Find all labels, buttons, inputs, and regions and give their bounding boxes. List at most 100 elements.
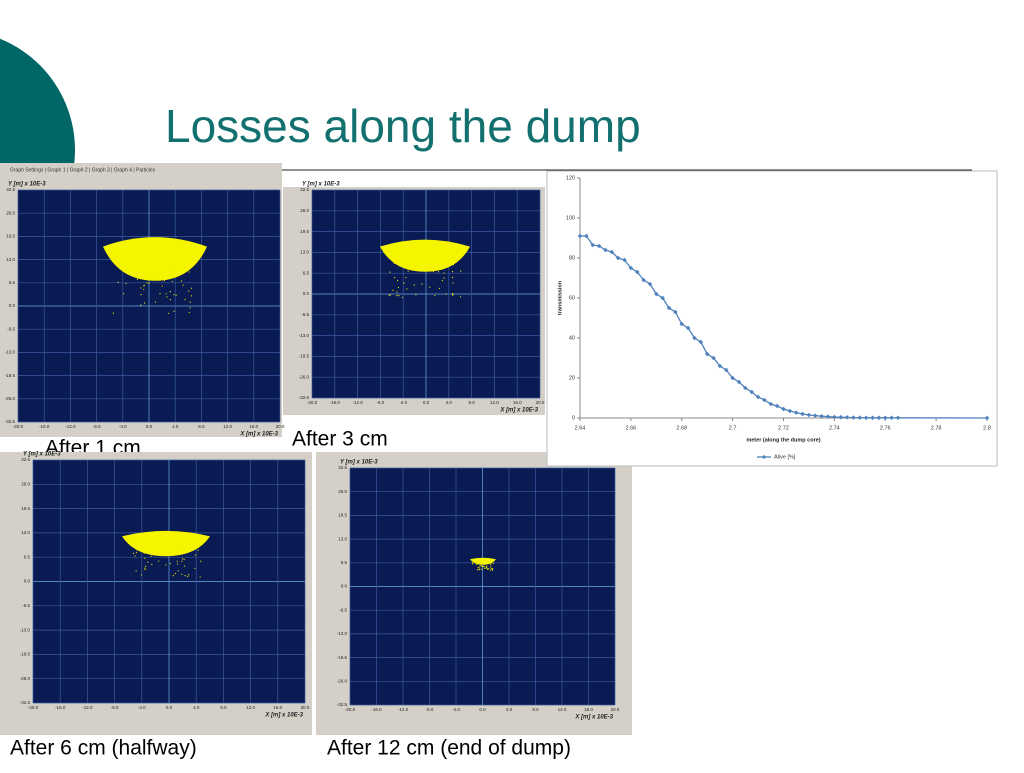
- particle-cloud: [103, 237, 207, 281]
- particle: [413, 284, 415, 286]
- slide-title: Losses along the dump: [165, 100, 641, 152]
- y-tick-label: 19.5: [300, 229, 309, 234]
- particle-cloud: [380, 239, 470, 272]
- y-tick-label: 0.0: [9, 303, 16, 308]
- y-tick-label: 13.0: [21, 530, 30, 535]
- particle: [434, 295, 436, 297]
- x-tick-label: 0.0: [166, 705, 173, 710]
- particle: [190, 295, 192, 297]
- particle: [476, 563, 478, 566]
- particle: [199, 576, 201, 578]
- particle: [174, 572, 176, 575]
- y-tick-label: -19.5: [20, 652, 31, 657]
- particle: [452, 282, 454, 284]
- y-tick-label: 20: [569, 375, 575, 381]
- y-tick-label: -32.5: [337, 702, 348, 707]
- particle: [132, 552, 135, 554]
- particle: [393, 277, 396, 279]
- particle: [475, 562, 477, 564]
- x-tick-label: -20.0: [28, 705, 39, 710]
- x-tick-label: -16.0: [39, 424, 50, 429]
- y-tick-label: -6.5: [22, 603, 30, 608]
- x-tick-label: -4.0: [119, 424, 127, 429]
- data-point: [851, 415, 856, 420]
- data-point: [711, 355, 716, 361]
- y-tick-label: 19.5: [338, 513, 347, 518]
- particle: [389, 271, 391, 273]
- y-tick-label: 0: [572, 415, 575, 421]
- particle: [452, 264, 454, 266]
- particle: [401, 296, 404, 298]
- particle: [144, 565, 147, 567]
- y-tick-label: 60: [569, 295, 575, 301]
- y-tick-label: 26.0: [21, 481, 30, 486]
- x-tick-label: 2.68: [676, 425, 687, 431]
- particle: [476, 569, 479, 571]
- particle: [168, 312, 170, 314]
- particle: [188, 574, 190, 576]
- data-point: [793, 410, 799, 415]
- particle: [459, 296, 462, 298]
- x-tick-label: 20.0: [536, 400, 545, 405]
- particle: [143, 288, 145, 291]
- particle: [169, 562, 171, 565]
- particle: [188, 271, 190, 273]
- particle: [173, 294, 175, 296]
- particle: [392, 289, 394, 291]
- particle: [483, 565, 485, 567]
- particle: [150, 555, 152, 557]
- data-point: [730, 375, 735, 381]
- x-tick-label: 16.0: [273, 705, 282, 710]
- x-tick-label: -16.0: [55, 705, 66, 710]
- data-point: [749, 389, 754, 395]
- x-tick-label: -12.0: [352, 400, 363, 405]
- x-tick-label: 2.8: [983, 425, 991, 431]
- particle: [479, 565, 481, 567]
- x-tick-label: 20.0: [301, 705, 310, 710]
- y-tick-label: -13.0: [337, 631, 348, 636]
- particle: [117, 281, 119, 283]
- y-tick-label: 6.5: [341, 560, 348, 565]
- y-tick-label: -32.5: [5, 419, 16, 424]
- particle: [480, 562, 482, 564]
- data-point: [660, 295, 665, 301]
- particle: [176, 560, 178, 563]
- particle: [125, 282, 127, 285]
- particle: [112, 312, 115, 314]
- y-tick-label: 0.0: [24, 579, 31, 584]
- particle-cloud: [470, 557, 496, 565]
- particle: [389, 294, 392, 296]
- particle: [194, 554, 197, 556]
- x-tick-label: -4.0: [138, 705, 146, 710]
- x-tick-label: -8.0: [93, 424, 101, 429]
- data-point: [647, 281, 653, 287]
- particle-cloud: [122, 530, 210, 557]
- particle: [406, 288, 408, 290]
- particle: [451, 292, 454, 295]
- x-tick-label: -16.0: [330, 400, 341, 405]
- particle: [165, 564, 167, 566]
- y-axis-title: Y [m] x 10E-3: [23, 452, 61, 458]
- particle: [194, 567, 196, 569]
- particle: [190, 287, 193, 289]
- x-tick-label: -12.0: [398, 707, 409, 712]
- particle: [183, 549, 185, 551]
- x-tick-label: 8.0: [468, 400, 475, 405]
- particle: [490, 563, 492, 565]
- data-point: [813, 413, 818, 418]
- data-point: [863, 415, 869, 421]
- legend-label: Alive [%]: [774, 454, 796, 460]
- data-point: [889, 415, 894, 421]
- particle: [200, 560, 202, 562]
- y-tick-label: 40: [569, 335, 575, 341]
- particle: [485, 567, 487, 569]
- x-tick-label: 4.0: [446, 400, 453, 405]
- particle: [159, 292, 161, 295]
- particle: [143, 302, 146, 304]
- x-axis-title: X [m] x 10E-3: [264, 713, 303, 719]
- particle-panel: 32.5 26.0 19.5 13.0 6.5 0.0 -6.5 -13.0 -19.5 -26.…: [0, 452, 312, 735]
- particle: [451, 271, 454, 273]
- x-tick-label: -4.0: [399, 400, 407, 405]
- x-tick-label: -12.0: [82, 705, 93, 710]
